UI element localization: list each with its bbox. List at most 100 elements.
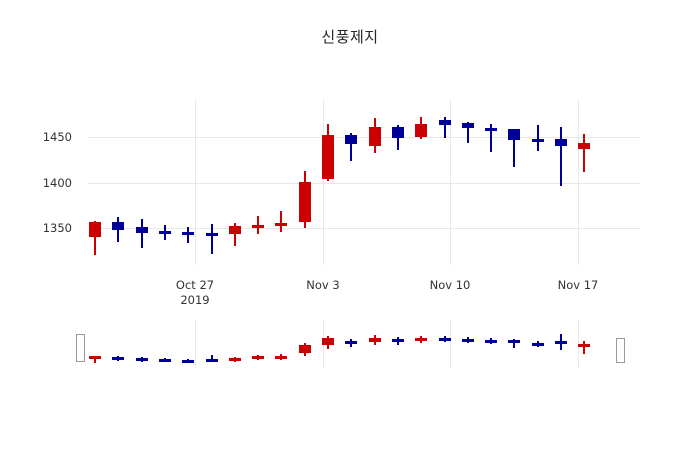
candlestick-wick xyxy=(583,133,586,173)
gridline-horizontal xyxy=(88,136,640,138)
gridline-vertical xyxy=(450,320,451,368)
volume-bar-body xyxy=(578,344,591,347)
candlestick xyxy=(555,100,567,265)
volume-bar-body xyxy=(112,357,125,361)
x-axis-tick-label: Nov 17 xyxy=(558,278,599,293)
candlestick-body xyxy=(415,123,428,137)
volume-bar xyxy=(135,320,148,368)
candlestick xyxy=(415,100,428,265)
candlestick-body xyxy=(252,224,265,228)
gridline-horizontal xyxy=(88,228,640,230)
x-axis-tick-label-primary: Nov 17 xyxy=(557,278,599,292)
volume-bar xyxy=(89,320,101,368)
volume-bar-body xyxy=(158,359,171,363)
volume-bar-body xyxy=(205,358,218,362)
candlestick xyxy=(89,100,101,265)
candlestick-body xyxy=(182,232,195,235)
x-axis-tick-label-year: 2019 xyxy=(180,293,210,307)
candlestick-wick xyxy=(513,129,516,167)
volume-bar-body xyxy=(182,360,195,364)
volume-bar-body xyxy=(415,337,428,341)
volume-bar xyxy=(555,320,567,368)
volume-bar xyxy=(182,320,195,368)
candlestick xyxy=(438,100,451,265)
candlestick-body xyxy=(345,134,358,144)
candlestick xyxy=(322,100,334,265)
volume-bar-wick xyxy=(513,338,516,348)
candlestick xyxy=(158,100,171,265)
volume-bar-body xyxy=(508,340,521,344)
volume-bar xyxy=(368,320,381,368)
candlestick-wick xyxy=(233,222,236,246)
volume-bar-body xyxy=(135,358,148,362)
volume-bar xyxy=(252,320,265,368)
x-axis-tick-label: Nov 3 xyxy=(306,278,339,293)
y-axis-tick-label: 1450 xyxy=(42,129,72,144)
candlestick-wick xyxy=(210,223,213,254)
candlestick-body xyxy=(228,225,241,234)
volume-bar-body xyxy=(252,356,265,360)
volume-bar xyxy=(298,320,311,368)
candlestick-body xyxy=(531,139,544,143)
gridline-vertical xyxy=(195,100,196,265)
candlestick-wick xyxy=(350,133,353,161)
volume-bar xyxy=(531,320,544,368)
volume-bar-body xyxy=(555,341,567,345)
volume-bar-body xyxy=(438,338,451,342)
candlestick-wick xyxy=(490,123,493,153)
candlestick-body xyxy=(461,122,474,129)
volume-bar xyxy=(578,320,591,368)
candlestick-body xyxy=(322,134,334,179)
x-axis-tick-label-primary: Nov 3 xyxy=(306,278,340,292)
candlestick xyxy=(228,100,241,265)
volume-bar-wick xyxy=(210,355,213,363)
candlestick xyxy=(391,100,404,265)
candlestick-body xyxy=(135,226,148,233)
candlestick xyxy=(298,100,311,265)
price-panel xyxy=(88,100,640,265)
gridline-vertical xyxy=(323,100,324,265)
volume-bar-body xyxy=(485,340,498,344)
candlestick-wick xyxy=(536,124,539,152)
candlestick-body xyxy=(89,221,101,237)
candlestick xyxy=(461,100,474,265)
volume-bar xyxy=(391,320,404,368)
candlestick-body xyxy=(112,221,125,231)
candlestick-body xyxy=(438,120,451,125)
candlestick xyxy=(485,100,498,265)
candlestick xyxy=(112,100,125,265)
candlestick-wick xyxy=(280,210,283,232)
x-axis-tick-label-primary: Oct 27 xyxy=(175,278,215,292)
gridline-horizontal xyxy=(88,182,640,184)
candlestick-body xyxy=(158,231,171,235)
volume-panel xyxy=(88,320,640,368)
x-axis-tick-label: Nov 10 xyxy=(430,278,471,293)
candlestick-body xyxy=(508,129,521,141)
volume-bar xyxy=(485,320,498,368)
y-axis-tick-label: 1350 xyxy=(42,221,72,236)
volume-bar xyxy=(438,320,451,368)
volume-bar xyxy=(112,320,125,368)
volume-bar xyxy=(322,320,334,368)
volume-edge-marker xyxy=(616,338,625,363)
volume-bar xyxy=(345,320,358,368)
candlestick-body xyxy=(298,181,311,222)
candlestick-body xyxy=(205,232,218,236)
x-axis: Oct 27 2019 Nov 3 Nov 10 Nov 17 xyxy=(0,278,700,314)
volume-bar-body xyxy=(345,340,358,344)
candlestick xyxy=(345,100,358,265)
volume-bar xyxy=(508,320,521,368)
volume-bar-body xyxy=(89,356,101,360)
candlestick-body xyxy=(368,126,381,146)
volume-bar-body xyxy=(322,338,334,345)
candlestick xyxy=(205,100,218,265)
volume-bar xyxy=(415,320,428,368)
volume-bar xyxy=(158,320,171,368)
volume-bar xyxy=(228,320,241,368)
volume-bar-body xyxy=(275,356,288,359)
volume-bar-body xyxy=(391,339,404,343)
volume-bar-wick xyxy=(583,340,586,354)
candlestick-body xyxy=(555,139,567,146)
candlestick-wick xyxy=(94,221,96,255)
y-axis-tick-label: 1400 xyxy=(42,175,72,190)
